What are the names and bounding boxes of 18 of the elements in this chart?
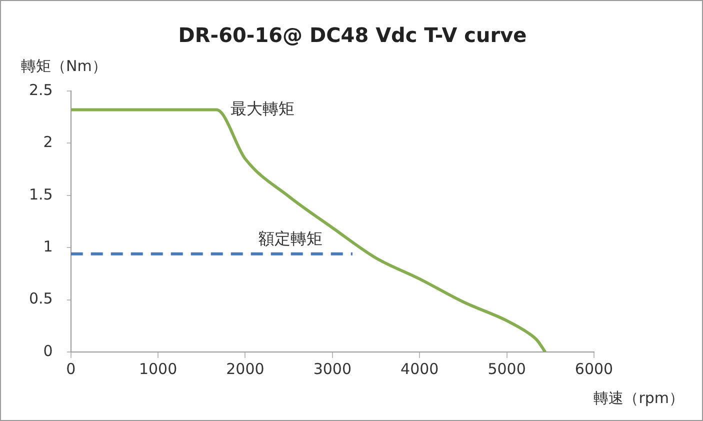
x-tick-label: 6000 xyxy=(574,360,614,378)
y-tick-label: 1 xyxy=(43,237,53,256)
x-tick-label: 4000 xyxy=(400,360,439,378)
x-tick-label: 5000 xyxy=(488,360,526,378)
y-tick-label: 0.5 xyxy=(28,290,53,308)
y-tick-label: 2.5 xyxy=(28,80,53,99)
x-tick-label: 0 xyxy=(66,360,76,378)
series-label: 額定轉矩 xyxy=(258,229,322,248)
x-tick-label: 3000 xyxy=(313,360,352,378)
chart-title: DR-60-16@ DC48 Vdc T-V curve xyxy=(177,23,528,47)
y-tick-label: 2 xyxy=(43,133,53,152)
x-tick-label: 2000 xyxy=(226,360,264,378)
x-axis-title: 轉速（rpm） xyxy=(594,389,684,408)
y-tick-label: 1.5 xyxy=(28,185,53,204)
y-axis-title: 轉矩（Nm） xyxy=(21,57,107,76)
series-label: 最大轉矩 xyxy=(230,98,294,118)
x-tick-label: 1000 xyxy=(138,360,178,378)
y-tick-label: 0 xyxy=(43,342,53,360)
